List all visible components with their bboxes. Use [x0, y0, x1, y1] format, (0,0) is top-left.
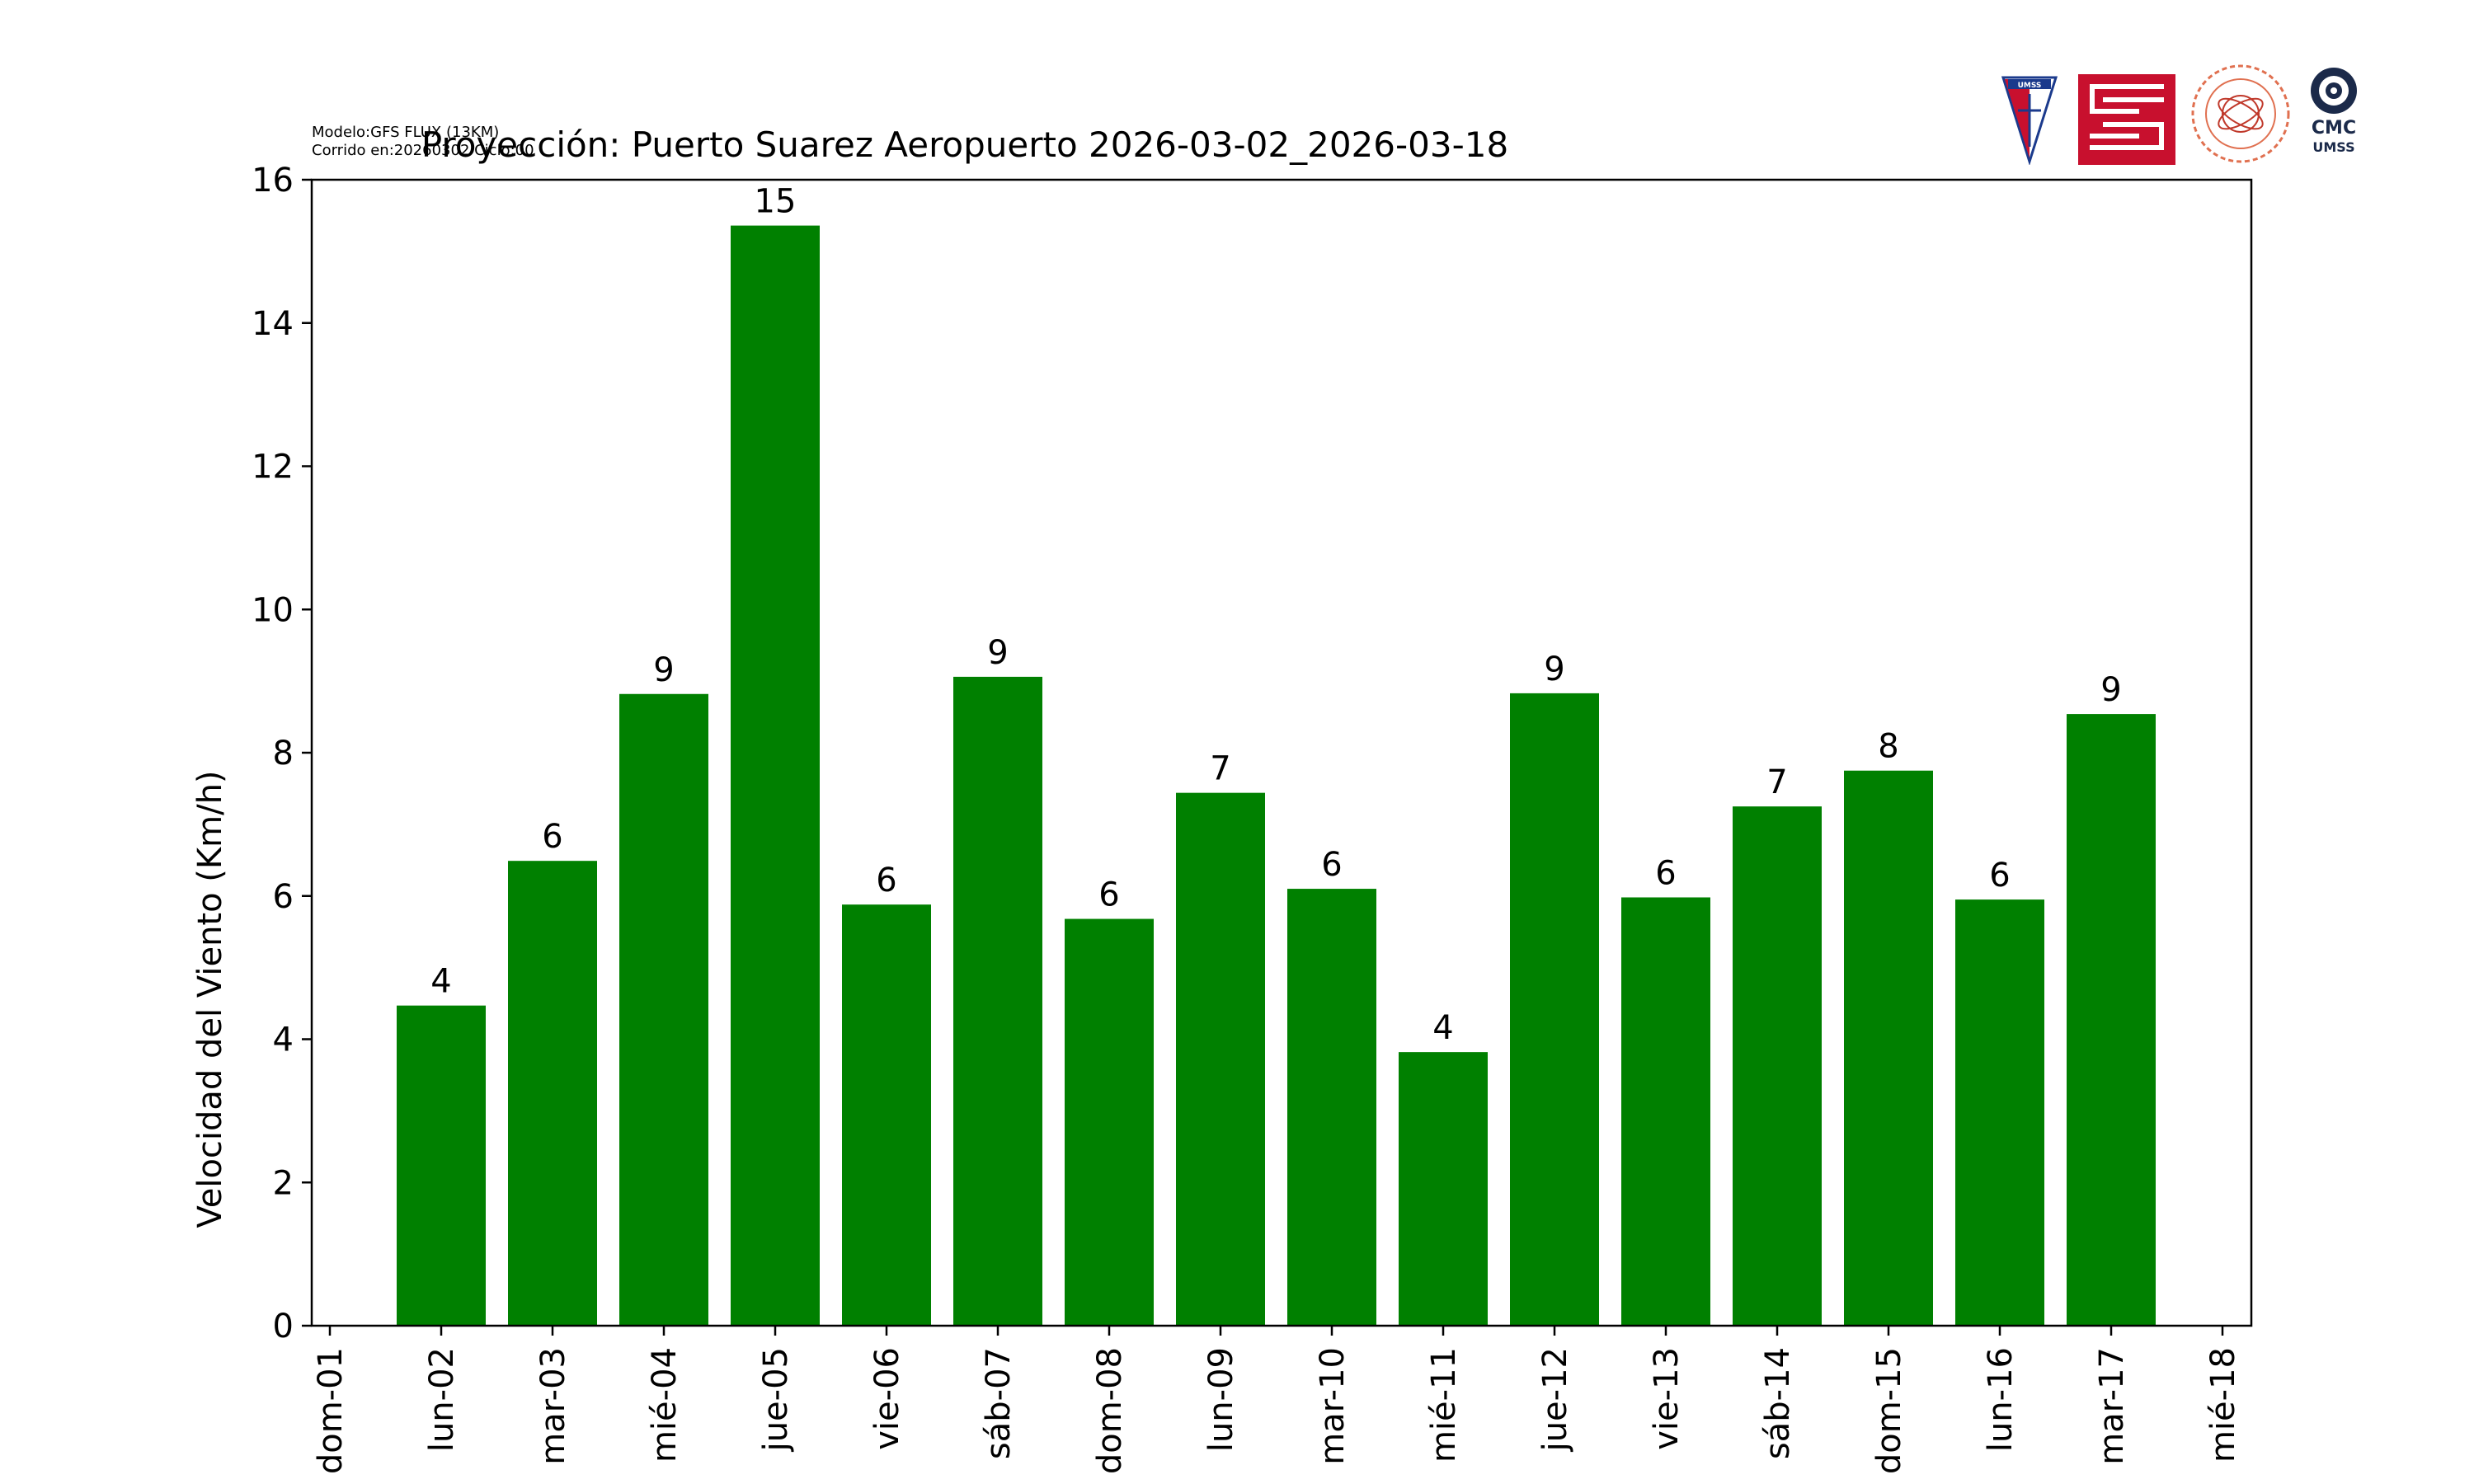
x-tick-label: mié-18 — [2204, 1347, 2242, 1463]
umss-shield-logo: UMSS — [2001, 76, 2058, 165]
data-label: 9 — [987, 634, 1008, 672]
model-info-line2: Corrido en:20260302 Ciclo:00 — [312, 142, 534, 159]
y-tick-label: 2 — [273, 1164, 294, 1202]
x-tick-label: mar-17 — [2093, 1347, 2131, 1465]
x-tick-label: lun-16 — [1982, 1347, 2020, 1452]
y-tick-label: 10 — [252, 591, 294, 629]
data-label: 6 — [542, 818, 562, 856]
data-label: 8 — [1878, 728, 1898, 766]
data-label: 6 — [1989, 857, 2010, 895]
bar-jue-12 — [1510, 693, 1599, 1326]
bar-mar-10 — [1287, 889, 1376, 1326]
data-labels-group: 4 6 9 15 6 9 6 7 6 4 9 6 7 8 6 9 — [430, 183, 2121, 1048]
x-tick-label: mar-03 — [534, 1347, 572, 1465]
bar-vie-13 — [1621, 897, 1710, 1326]
x-tick-label: lun-09 — [1202, 1347, 1240, 1452]
x-tick-label: vie-06 — [868, 1347, 906, 1450]
y-tick-label: 16 — [252, 162, 294, 200]
data-label: 6 — [1098, 876, 1119, 914]
y-tick-label: 8 — [273, 735, 294, 773]
x-tick-label: mar-10 — [1314, 1347, 1352, 1465]
data-label: 6 — [1655, 854, 1676, 892]
data-label: 15 — [755, 183, 797, 221]
model-info-line1: Modelo:GFS FLUX (13KM) — [312, 124, 500, 141]
x-tick-label: lun-02 — [423, 1347, 461, 1452]
data-label: 9 — [1544, 650, 1564, 688]
y-ticks-group: 0 2 4 6 8 10 12 14 16 — [252, 162, 312, 1345]
x-tick-label: vie-13 — [1648, 1347, 1686, 1450]
bar-dom-08 — [1065, 918, 1154, 1326]
bar-mar-03 — [508, 861, 597, 1326]
y-tick-label: 14 — [252, 305, 294, 343]
x-tick-label: mié-04 — [646, 1347, 684, 1463]
bars-group — [397, 225, 2156, 1327]
bar-mié-04 — [619, 693, 708, 1326]
cmc-text: CMC — [2312, 118, 2356, 139]
bar-mié-11 — [1399, 1052, 1488, 1326]
y-tick-label: 6 — [273, 878, 294, 916]
data-label: 4 — [1432, 1009, 1453, 1047]
x-tick-label: dom-08 — [1091, 1347, 1129, 1474]
x-tick-label: jue-12 — [1536, 1347, 1574, 1452]
chart-title: Proyección: Puerto Suarez Aeropuerto 202… — [421, 124, 1508, 165]
y-axis-label: Velocidad del Viento (Km/h) — [191, 770, 229, 1228]
bar-sáb-07 — [953, 676, 1042, 1326]
bar-mar-17 — [2067, 714, 2156, 1326]
x-tick-label: dom-01 — [312, 1347, 350, 1474]
bar-lun-16 — [1955, 899, 2044, 1326]
model-info: Modelo:GFS FLUX (13KM) Corrido en:202603… — [312, 124, 534, 160]
data-label: 6 — [876, 862, 896, 899]
data-label: 4 — [430, 963, 451, 1001]
bar-vie-06 — [842, 904, 931, 1326]
bar-lun-09 — [1176, 792, 1265, 1326]
bar-sáb-14 — [1733, 806, 1822, 1326]
data-label: 6 — [1321, 846, 1342, 884]
y-tick-label: 4 — [273, 1021, 294, 1059]
bar-jue-05 — [731, 225, 820, 1327]
umss-shield-text: UMSS — [2018, 82, 2042, 90]
plot-frame — [310, 178, 2253, 1327]
x-ticks-group: dom-01 lun-02 mar-03 mié-04 jue-05 vie-06 sáb-… — [312, 1326, 2242, 1474]
x-tick-label: sáb-07 — [980, 1347, 1018, 1459]
data-label: 7 — [1210, 750, 1230, 788]
data-label: 9 — [653, 651, 674, 689]
y-tick-label: 12 — [252, 448, 294, 486]
fcyt-logo — [2078, 74, 2175, 165]
x-tick-label: jue-05 — [757, 1347, 795, 1452]
x-tick-label: sáb-14 — [1759, 1347, 1797, 1459]
physics-department-seal — [2191, 64, 2290, 163]
bar-lun-02 — [397, 1005, 486, 1326]
data-label: 7 — [1766, 763, 1787, 801]
x-tick-label: mié-11 — [1425, 1347, 1463, 1463]
cmc-umss-logo: CMC UMSS — [2311, 68, 2357, 155]
data-label: 9 — [2100, 671, 2121, 709]
bar-dom-15 — [1844, 770, 1933, 1326]
x-tick-label: dom-15 — [1870, 1347, 1908, 1474]
y-tick-label: 0 — [273, 1308, 294, 1345]
cmc-umss-text: UMSS — [2312, 139, 2354, 155]
